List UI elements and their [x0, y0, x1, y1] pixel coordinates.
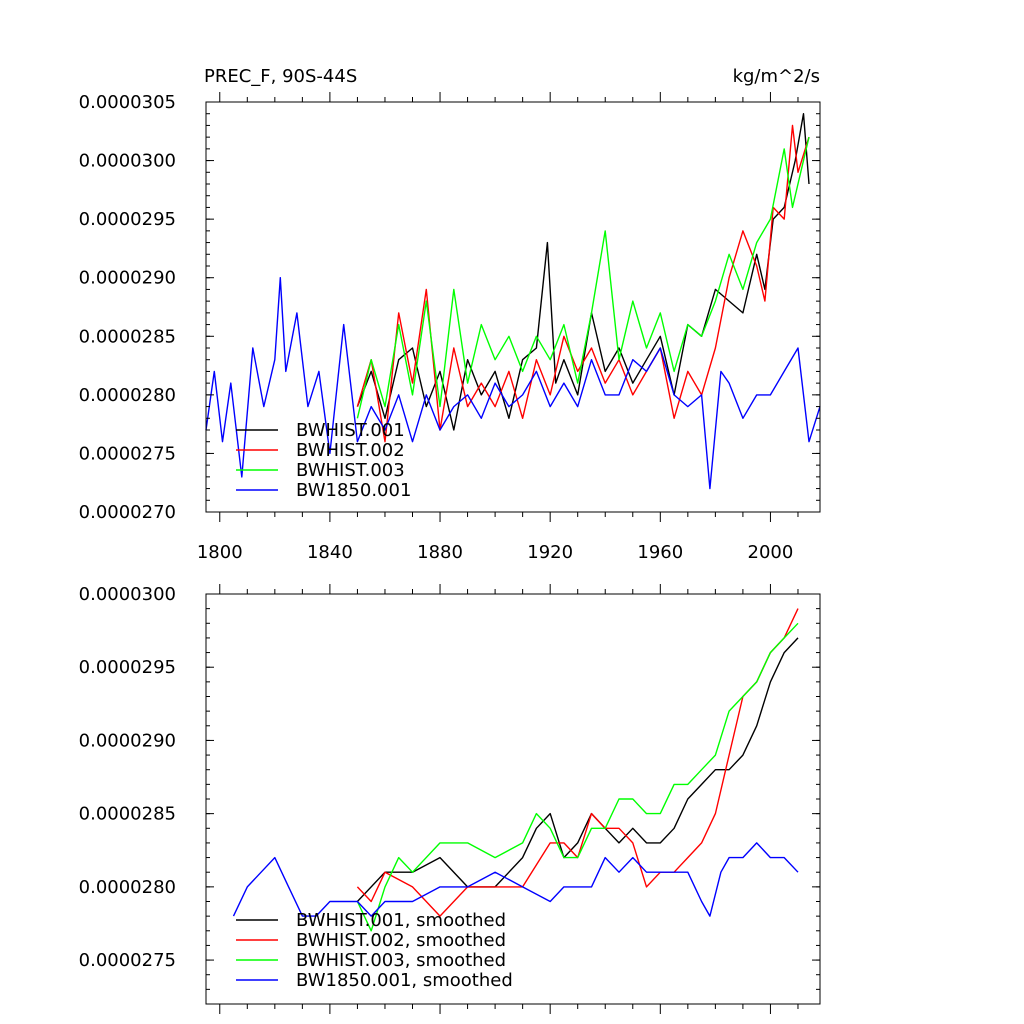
- bottom-legend-label-3: BWHIST.003, smoothed: [296, 950, 506, 971]
- top-ytick-label: 0.0000270: [79, 502, 176, 523]
- top-ytick-label: 0.0000285: [79, 326, 176, 347]
- top-ytick-label: 0.0000305: [79, 92, 176, 113]
- top-series-line-4: [205, 277, 821, 490]
- top-legend-label-1: BWHIST.001: [296, 420, 405, 441]
- top-legend-label-2: BWHIST.002: [296, 440, 405, 461]
- top-panel: PREC_F, 90S-44S kg/m^2/s 0.00002700.0000…: [79, 66, 821, 563]
- bottom-series-line-3: [356, 622, 799, 932]
- bottom-legend-label-2: BWHIST.002, smoothed: [296, 930, 506, 951]
- bottom-series-group: [232, 608, 799, 932]
- top-xtick-label: 1880: [417, 542, 463, 563]
- bottom-ytick-label: 0.0000290: [79, 730, 176, 751]
- top-xtick-label: 1960: [637, 542, 683, 563]
- bottom-ytick-label: 0.0000280: [79, 877, 176, 898]
- bottom-ytick-label: 0.0000300: [79, 584, 176, 605]
- top-legend-label-4: BW1850.001: [296, 480, 411, 501]
- top-series-line-1: [356, 112, 810, 431]
- bottom-legend-label-4: BW1850.001, smoothed: [296, 970, 513, 991]
- bottom-ytick-label: 0.0000285: [79, 804, 176, 825]
- top-ytick-label: 0.0000295: [79, 209, 176, 230]
- top-panel-units: kg/m^2/s: [733, 66, 820, 87]
- bottom-ytick-label: 0.0000295: [79, 657, 176, 678]
- top-ytick-label: 0.0000275: [79, 443, 176, 464]
- top-series-line-3: [356, 136, 810, 419]
- bottom-axis-ticks: 0.0000275 0.0000280 0.0000285 0.0000290 0.00…: [79, 584, 820, 1014]
- top-series-group: [205, 112, 821, 490]
- bottom-series-line-1: [356, 637, 799, 902]
- bottom-panel: 0.0000275 0.0000280 0.0000285 0.0000290 0.00…: [79, 584, 821, 1014]
- top-xtick-label: 1800: [197, 542, 243, 563]
- bottom-legend-label-1: BWHIST.001, smoothed: [296, 910, 506, 931]
- top-xtick-label: 1920: [527, 542, 573, 563]
- top-ytick-label: 0.0000300: [79, 151, 176, 172]
- bottom-series-line-4: [232, 842, 799, 917]
- bottom-ytick-label: 0.0000275: [79, 950, 176, 971]
- top-axis-ticks: 0.0000270 0.0000275 0.0000280 0.0000285 0.00…: [79, 92, 820, 563]
- top-xtick-label: 2000: [748, 542, 794, 563]
- top-panel-title: PREC_F, 90S-44S: [204, 66, 357, 87]
- top-ytick-label: 0.0000290: [79, 268, 176, 289]
- top-legend-label-3: BWHIST.003: [296, 460, 405, 481]
- top-xtick-label: 1840: [307, 542, 353, 563]
- bottom-series-line-2: [356, 608, 799, 917]
- top-series-line-2: [356, 124, 810, 443]
- top-plot-frame: [205, 101, 821, 513]
- top-ytick-label: 0.0000280: [79, 385, 176, 406]
